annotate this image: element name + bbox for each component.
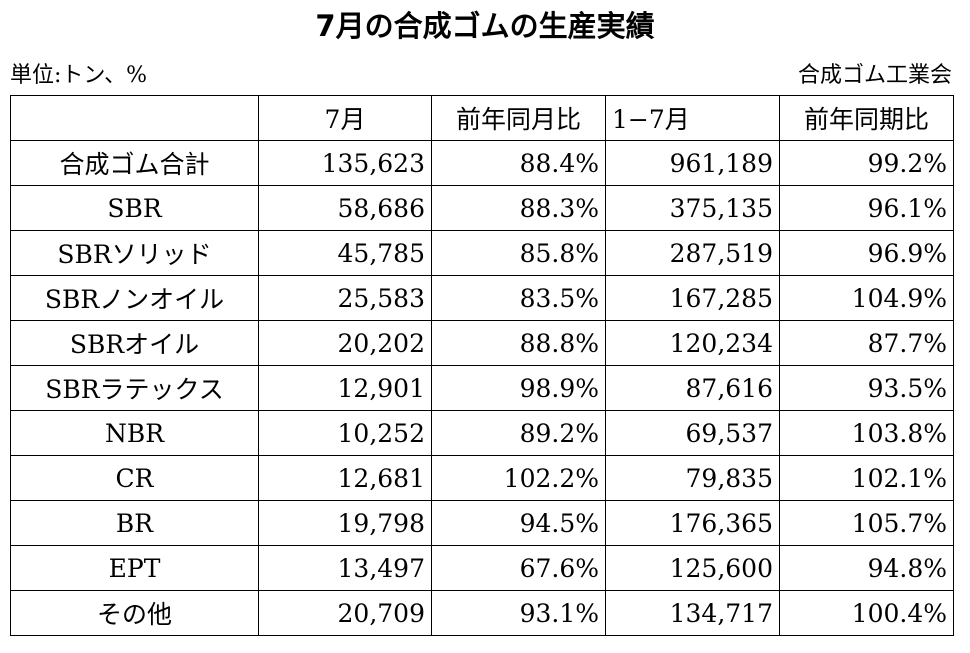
row-name-cell: 合成ゴム合計 (10, 140, 259, 186)
month-value-cell: 10,252 (258, 410, 432, 456)
month-yoy-cell: 83.5% (431, 275, 606, 321)
row-name-cell: NBR (10, 410, 259, 456)
table-row: SBRオイル 20,202 88.8% 120,234 87.7% (10, 320, 954, 366)
header-cell-month: 7月 (258, 95, 432, 141)
ytd-yoy-cell: 100.4% (779, 590, 954, 636)
month-yoy-cell: 93.1% (431, 590, 606, 636)
month-value-cell: 19,798 (258, 500, 432, 546)
month-value-cell: 12,901 (258, 365, 432, 411)
month-value-cell: 135,623 (258, 140, 432, 186)
header-cell-ytd: 1−7月 (605, 95, 780, 141)
table-row: SBRラテックス 12,901 98.9% 87,616 93.5% (10, 365, 954, 411)
ytd-value-cell: 69,537 (605, 410, 780, 456)
table-row: SBR 58,686 88.3% 375,135 96.1% (10, 185, 954, 231)
ytd-value-cell: 375,135 (605, 185, 780, 231)
row-name-cell: BR (10, 500, 259, 546)
ytd-value-cell: 167,285 (605, 275, 780, 321)
ytd-value-cell: 287,519 (605, 230, 780, 276)
row-name-cell: SBRソリッド (10, 230, 259, 276)
row-name-cell: EPT (10, 545, 259, 591)
source-label: 合成ゴム工業会 (797, 63, 952, 88)
row-name-cell: SBR (10, 185, 259, 231)
month-value-cell: 20,202 (258, 320, 432, 366)
table-row: その他 20,709 93.1% 134,717 100.4% (10, 590, 954, 636)
table-row: CR 12,681 102.2% 79,835 102.1% (10, 455, 954, 501)
unit-label: 単位:トン、% (10, 63, 147, 88)
ytd-value-cell: 87,616 (605, 365, 780, 411)
month-yoy-cell: 88.3% (431, 185, 606, 231)
row-name-cell: SBRオイル (10, 320, 259, 366)
month-yoy-cell: 67.6% (431, 545, 606, 591)
month-yoy-cell: 98.9% (431, 365, 606, 411)
row-name-cell: SBRラテックス (10, 365, 259, 411)
production-table: 7月 前年同月比 1−7月 前年同期比 合成ゴム合計 135,623 88.4% 96… (10, 95, 954, 636)
table-body: 7月 前年同月比 1−7月 前年同期比 合成ゴム合計 135,623 88.4% 96… (10, 95, 954, 636)
table-title: 7月の合成ゴムの生産実績 (315, 9, 655, 43)
ytd-value-cell: 79,835 (605, 455, 780, 501)
month-yoy-cell: 88.8% (431, 320, 606, 366)
month-yoy-cell: 89.2% (431, 410, 606, 456)
header-cell-ytd-yoy: 前年同期比 (779, 95, 954, 141)
ytd-yoy-cell: 93.5% (779, 365, 954, 411)
row-name-cell: SBRノンオイル (10, 275, 259, 321)
ytd-value-cell: 120,234 (605, 320, 780, 366)
header-cell-month-yoy: 前年同月比 (431, 95, 606, 141)
row-name-cell: CR (10, 455, 259, 501)
ytd-yoy-cell: 102.1% (779, 455, 954, 501)
ytd-yoy-cell: 103.8% (779, 410, 954, 456)
month-value-cell: 20,709 (258, 590, 432, 636)
ytd-yoy-cell: 96.1% (779, 185, 954, 231)
ytd-yoy-cell: 104.9% (779, 275, 954, 321)
table-row: EPT 13,497 67.6% 125,600 94.8% (10, 545, 954, 591)
month-yoy-cell: 88.4% (431, 140, 606, 186)
month-yoy-cell: 102.2% (431, 455, 606, 501)
ytd-yoy-cell: 87.7% (779, 320, 954, 366)
ytd-value-cell: 961,189 (605, 140, 780, 186)
month-yoy-cell: 85.8% (431, 230, 606, 276)
table-row: SBRノンオイル 25,583 83.5% 167,285 104.9% (10, 275, 954, 321)
ytd-yoy-cell: 99.2% (779, 140, 954, 186)
ytd-yoy-cell: 105.7% (779, 500, 954, 546)
month-value-cell: 25,583 (258, 275, 432, 321)
header-cell-name (10, 95, 259, 141)
table-row: NBR 10,252 89.2% 69,537 103.8% (10, 410, 954, 456)
ytd-value-cell: 125,600 (605, 545, 780, 591)
month-value-cell: 58,686 (258, 185, 432, 231)
table-row: SBRソリッド 45,785 85.8% 287,519 96.9% (10, 230, 954, 276)
table-row: BR 19,798 94.5% 176,365 105.7% (10, 500, 954, 546)
row-name-cell: その他 (10, 590, 259, 636)
header-row: 7月 前年同月比 1−7月 前年同期比 (10, 95, 954, 141)
month-value-cell: 45,785 (258, 230, 432, 276)
ytd-value-cell: 134,717 (605, 590, 780, 636)
month-value-cell: 12,681 (258, 455, 432, 501)
month-yoy-cell: 94.5% (431, 500, 606, 546)
month-value-cell: 13,497 (258, 545, 432, 591)
ytd-yoy-cell: 96.9% (779, 230, 954, 276)
ytd-value-cell: 176,365 (605, 500, 780, 546)
table-row: 合成ゴム合計 135,623 88.4% 961,189 99.2% (10, 140, 954, 186)
ytd-yoy-cell: 94.8% (779, 545, 954, 591)
